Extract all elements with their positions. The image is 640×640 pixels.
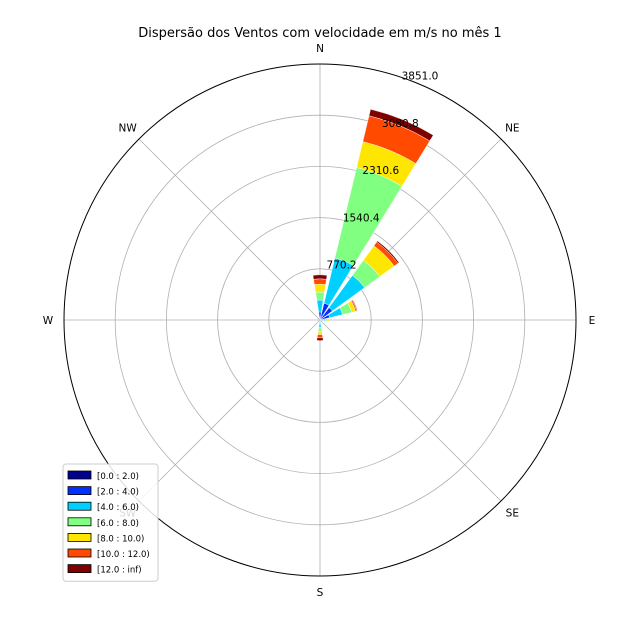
polar-frame bbox=[63, 63, 577, 577]
legend-label: [10.0 : 12.0) bbox=[97, 550, 150, 560]
ring-label: 3851.0 bbox=[402, 70, 439, 82]
direction-label-w: W bbox=[43, 315, 54, 327]
direction-label-ne: NE bbox=[505, 123, 520, 135]
legend-swatch bbox=[67, 548, 92, 558]
bar-segment-ne-bin-6 bbox=[376, 240, 400, 264]
legend-label: [0.0 : 2.0) bbox=[97, 472, 139, 482]
bar-segment-n-bin-5 bbox=[313, 278, 327, 285]
legend-label: [12.0 : inf) bbox=[97, 566, 142, 576]
legend: [0.0 : 2.0) [2.0 : 4.0) [4.0 : 6.0) [6.0 : … bbox=[62, 463, 159, 582]
bar-segment-nne-bin-6 bbox=[368, 109, 434, 142]
direction-label-e: E bbox=[589, 315, 596, 327]
grid-ring bbox=[217, 217, 423, 423]
direction-label-nw: NW bbox=[119, 123, 138, 135]
bar-segment-e-bin-2 bbox=[323, 318, 326, 322]
direction-label-s: S bbox=[317, 587, 324, 599]
bar-segment-s-bin-4 bbox=[317, 330, 323, 335]
bar-segment-n-bin-4 bbox=[314, 283, 326, 293]
bar-segment-e-bin-3 bbox=[325, 318, 328, 322]
bar-segment-n-bin-3 bbox=[315, 291, 325, 301]
legend-label: [6.0 : 8.0) bbox=[97, 519, 139, 529]
legend-label: [2.0 : 4.0) bbox=[97, 488, 139, 498]
ring-labels: 770.2 1540.4 2310.6 3080.8 3851.0 bbox=[327, 70, 439, 271]
ring-label: 1540.4 bbox=[343, 212, 380, 224]
bar-segment-s-bin-3 bbox=[318, 326, 322, 332]
ring-label: 770.2 bbox=[327, 260, 357, 272]
legend-swatch bbox=[67, 564, 92, 573]
bar-segment-n-bin-6 bbox=[312, 274, 328, 280]
bar-segment-e-bin-5 bbox=[328, 318, 330, 322]
legend-swatch bbox=[67, 501, 92, 511]
polar-grid bbox=[63, 63, 577, 577]
ring-label: 2310.6 bbox=[362, 165, 399, 177]
legend-swatch bbox=[67, 470, 92, 480]
bar-segment-s-bin-6 bbox=[316, 337, 324, 341]
bar-segment-s-bin-5 bbox=[316, 334, 324, 339]
bar-segment-ene-bin-6 bbox=[352, 299, 358, 312]
legend-label: [4.0 : 6.0) bbox=[97, 503, 139, 513]
legend-swatch bbox=[67, 533, 92, 542]
legend-label: [8.0 : 10.0) bbox=[97, 534, 144, 544]
direction-label-se: SE bbox=[506, 507, 519, 519]
wind-bars bbox=[312, 109, 434, 341]
grid-spoke bbox=[138, 319, 321, 502]
grid-ring bbox=[165, 165, 475, 475]
ring-label: 3080.8 bbox=[382, 118, 419, 130]
bar-segment-e-bin-1 bbox=[321, 319, 324, 321]
grid-ring bbox=[114, 114, 526, 526]
grid-ring bbox=[268, 268, 372, 372]
bar-segment-s-bin-1 bbox=[319, 320, 321, 323]
legend-swatch bbox=[67, 486, 92, 496]
grid-spoke bbox=[319, 319, 502, 502]
grid-spoke bbox=[138, 138, 321, 321]
legend-swatch bbox=[67, 517, 92, 527]
direction-label-n: N bbox=[316, 43, 324, 55]
chart-title: Dispersão dos Ventos com velocidade em m… bbox=[138, 26, 501, 41]
bar-segment-s-bin-2 bbox=[318, 322, 322, 328]
